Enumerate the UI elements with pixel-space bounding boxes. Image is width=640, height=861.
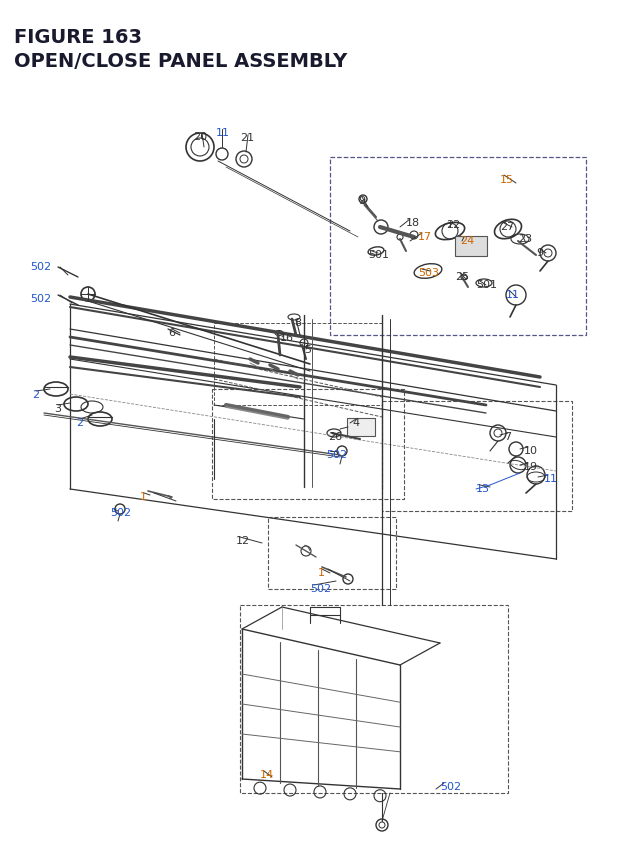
- Text: 501: 501: [368, 250, 389, 260]
- Text: 21: 21: [240, 133, 254, 143]
- Text: 19: 19: [524, 461, 538, 472]
- Text: OPEN/CLOSE PANEL ASSEMBLY: OPEN/CLOSE PANEL ASSEMBLY: [14, 52, 348, 71]
- Bar: [330, 158, 586, 336]
- Text: 502: 502: [440, 781, 461, 791]
- Text: 10: 10: [524, 445, 538, 455]
- Text: 7: 7: [504, 431, 511, 442]
- Text: 502: 502: [310, 583, 331, 593]
- Text: FIGURE 163: FIGURE 163: [14, 28, 142, 47]
- Text: 1: 1: [318, 567, 325, 578]
- FancyBboxPatch shape: [455, 237, 487, 257]
- Text: 503: 503: [418, 268, 439, 278]
- Text: 2: 2: [76, 418, 83, 428]
- Text: 11: 11: [544, 474, 558, 483]
- Text: 23: 23: [518, 233, 532, 244]
- Bar: [212, 389, 404, 499]
- Text: 25: 25: [455, 272, 469, 282]
- Text: 8: 8: [294, 318, 301, 328]
- Text: 16: 16: [280, 332, 294, 343]
- Text: 27: 27: [500, 222, 515, 232]
- Text: 9: 9: [536, 248, 543, 257]
- Text: 1: 1: [140, 492, 147, 501]
- Text: 502: 502: [326, 449, 347, 460]
- Text: 502: 502: [110, 507, 131, 517]
- Text: 15: 15: [500, 175, 514, 185]
- Text: 11: 11: [506, 289, 520, 300]
- Text: 14: 14: [260, 769, 274, 779]
- Text: 18: 18: [406, 218, 420, 228]
- Text: 3: 3: [54, 404, 61, 413]
- Bar: [268, 517, 396, 589]
- Bar: [382, 401, 572, 511]
- Text: 6: 6: [168, 328, 175, 338]
- Text: 502: 502: [30, 262, 51, 272]
- Bar: [240, 605, 508, 793]
- Text: 501: 501: [476, 280, 497, 289]
- Text: 2: 2: [32, 389, 39, 400]
- Text: 20: 20: [193, 132, 207, 142]
- Text: 11: 11: [216, 127, 230, 138]
- FancyBboxPatch shape: [347, 418, 375, 437]
- Text: 12: 12: [236, 536, 250, 545]
- Text: 4: 4: [352, 418, 359, 428]
- Bar: [214, 324, 382, 406]
- Text: 502: 502: [30, 294, 51, 304]
- Text: 13: 13: [476, 483, 490, 493]
- Text: 24: 24: [460, 236, 474, 245]
- Text: 26: 26: [328, 431, 342, 442]
- Text: 17: 17: [418, 232, 432, 242]
- Text: 22: 22: [446, 220, 460, 230]
- Text: 5: 5: [304, 344, 311, 355]
- Text: 9: 9: [358, 195, 365, 206]
